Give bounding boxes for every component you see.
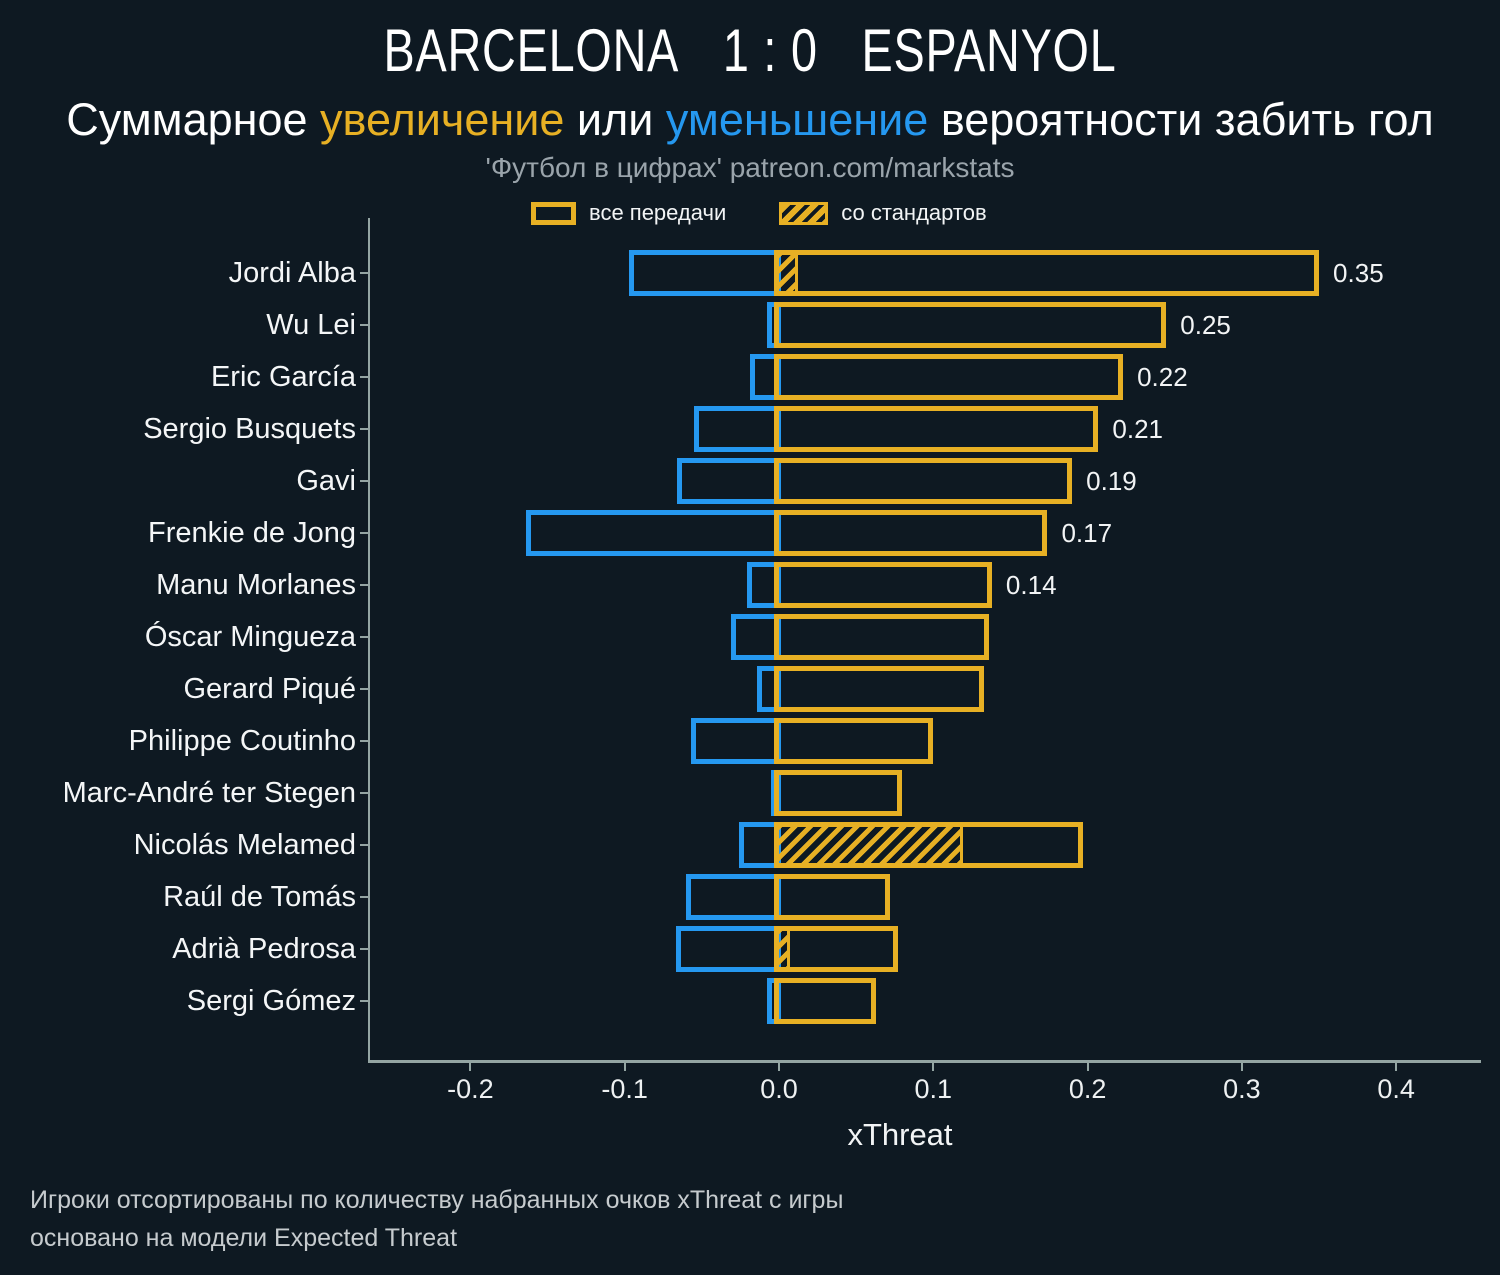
bar-increase bbox=[774, 718, 934, 764]
x-tick-label: 0.3 bbox=[1223, 1074, 1261, 1104]
bar-set-piece bbox=[774, 822, 963, 868]
legend-label-all-passes: все передачи bbox=[589, 200, 727, 225]
bar-increase bbox=[774, 562, 992, 608]
y-tick-mark bbox=[360, 532, 369, 534]
y-tick-mark bbox=[360, 740, 369, 742]
y-tick-mark bbox=[360, 844, 369, 846]
player-name: Gerard Piqué bbox=[183, 673, 357, 705]
player-name: Sergio Busquets bbox=[143, 413, 356, 445]
bar-increase bbox=[774, 666, 985, 712]
x-tick-mark bbox=[778, 1061, 780, 1071]
player-name: Marc-André ter Stegen bbox=[62, 777, 356, 809]
bar-set-piece bbox=[774, 926, 790, 972]
legend: все передачи со стандартов bbox=[531, 200, 987, 226]
bar-decrease bbox=[691, 718, 781, 764]
x-tick-label: 0.4 bbox=[1377, 1074, 1415, 1104]
bar-decrease bbox=[677, 458, 781, 504]
x-tick-mark bbox=[1240, 1061, 1243, 1071]
player-name: Frenkie de Jong bbox=[148, 517, 356, 549]
match-score: 1 : 0 bbox=[722, 17, 818, 84]
bar-increase bbox=[774, 510, 1048, 556]
player-name: Nicolás Melamed bbox=[133, 829, 356, 861]
subtitle-text: вероятности забить гол bbox=[928, 94, 1434, 145]
y-tick-mark bbox=[360, 688, 369, 690]
player-name: Raúl de Tomás bbox=[163, 881, 356, 913]
bar-value-label: 0.21 bbox=[1112, 414, 1163, 444]
away-team-name: ESPANYOL bbox=[861, 17, 1117, 84]
y-tick-mark bbox=[360, 324, 369, 326]
footnote-sorting: Игроки отсортированы по количеству набра… bbox=[30, 1186, 844, 1214]
bar-value-label: 0.25 bbox=[1180, 310, 1231, 340]
x-axis-title: xThreat bbox=[847, 1117, 953, 1152]
x-tick-label: -0.1 bbox=[601, 1074, 648, 1104]
x-tick-label: 0.2 bbox=[1068, 1074, 1107, 1104]
x-axis-spine bbox=[368, 1060, 1481, 1063]
y-tick-mark bbox=[360, 948, 369, 950]
x-tick-mark bbox=[623, 1061, 626, 1071]
bar-increase bbox=[774, 614, 989, 660]
player-name: Manu Morlanes bbox=[156, 569, 356, 601]
bar-increase bbox=[774, 770, 903, 816]
x-tick-label: 0.0 bbox=[760, 1074, 798, 1104]
player-name: Jordi Alba bbox=[228, 257, 356, 289]
chart-subtitle: Суммарное увеличение или уменьшение веро… bbox=[0, 94, 1500, 146]
y-tick-mark bbox=[360, 272, 369, 274]
y-tick-mark bbox=[360, 792, 369, 794]
bar-value-label: 0.14 bbox=[1005, 570, 1057, 600]
legend-swatch-set-pieces bbox=[779, 201, 829, 225]
bar-value-label: 0.22 bbox=[1137, 362, 1188, 392]
bar-decrease bbox=[675, 926, 781, 972]
y-tick-mark bbox=[360, 636, 369, 638]
legend-label-set-pieces: со стандартов bbox=[841, 200, 987, 225]
legend-swatch-all-passes bbox=[531, 201, 576, 225]
x-tick-mark bbox=[469, 1061, 472, 1071]
y-tick-mark bbox=[360, 480, 369, 482]
player-name: Adrià Pedrosa bbox=[172, 933, 356, 965]
player-name: Wu Lei bbox=[266, 309, 356, 341]
x-tick-mark bbox=[1086, 1061, 1089, 1071]
subtitle-text: Суммарное bbox=[66, 94, 321, 145]
bar-value-label: 0.35 bbox=[1333, 258, 1384, 288]
bar-increase bbox=[774, 874, 891, 920]
home-team-name: BARCELONA bbox=[383, 17, 680, 84]
player-name: Philippe Coutinho bbox=[128, 725, 356, 757]
bar-increase bbox=[774, 978, 877, 1024]
y-tick-mark bbox=[360, 584, 369, 586]
credit-line: 'Футбол в цифрах' patreon.com/markstats bbox=[485, 152, 1015, 183]
y-tick-mark bbox=[360, 376, 369, 378]
bar-decrease bbox=[694, 406, 781, 452]
x-tick-mark bbox=[932, 1061, 935, 1071]
player-name: Óscar Mingueza bbox=[144, 621, 356, 653]
bar-value-label: 0.19 bbox=[1086, 466, 1137, 496]
x-tick-label: -0.2 bbox=[447, 1074, 494, 1104]
bar-increase bbox=[774, 250, 1320, 296]
player-name: Gavi bbox=[296, 465, 356, 497]
bar-value-label: 0.17 bbox=[1061, 518, 1113, 548]
bar-increase bbox=[774, 926, 898, 972]
x-tick-label: 0.1 bbox=[914, 1074, 953, 1104]
player-name: Eric García bbox=[210, 361, 356, 393]
bar-increase bbox=[774, 302, 1167, 348]
bar-increase bbox=[774, 458, 1073, 504]
bar-decrease bbox=[629, 250, 781, 296]
footnote-model: основано на модели Expected Threat bbox=[30, 1224, 458, 1252]
subtitle-decrease-word: уменьшение bbox=[665, 94, 929, 145]
player-name: Sergi Gómez bbox=[186, 985, 356, 1017]
y-tick-mark bbox=[360, 428, 369, 430]
subtitle-text: или bbox=[564, 94, 666, 145]
bar-decrease bbox=[525, 510, 781, 556]
bar-increase bbox=[774, 354, 1124, 400]
bar-set-piece bbox=[774, 250, 798, 296]
bar-increase bbox=[774, 406, 1099, 452]
subtitle-increase-word: увеличение bbox=[320, 94, 565, 145]
bar-decrease bbox=[686, 874, 781, 920]
y-axis-spine bbox=[368, 218, 370, 1063]
y-tick-mark bbox=[360, 1000, 369, 1002]
match-title: BARCELONA 1 : 0 ESPANYOL bbox=[165, 16, 1335, 85]
x-tick-mark bbox=[1395, 1061, 1398, 1071]
y-tick-mark bbox=[360, 896, 369, 898]
